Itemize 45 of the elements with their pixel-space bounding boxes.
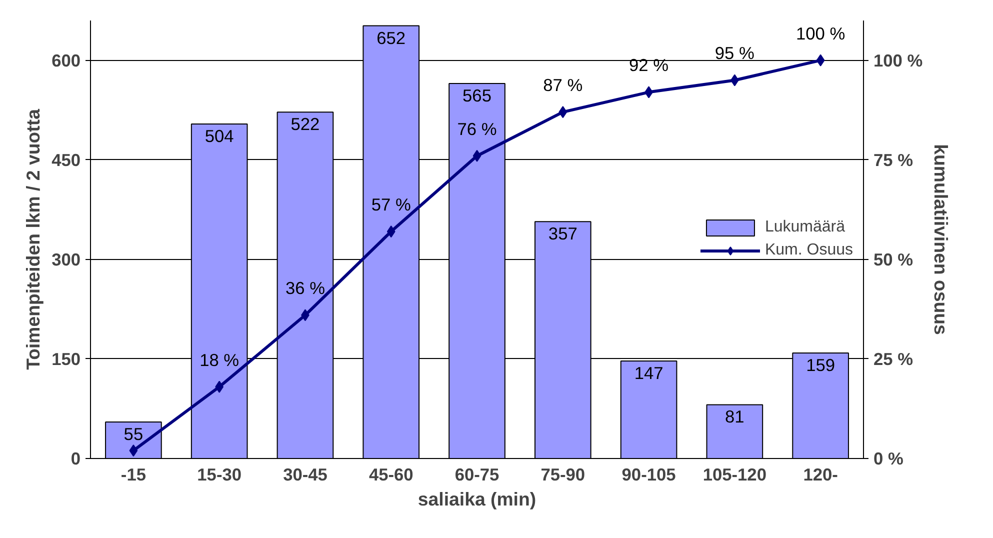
x-tick-label: 60-75 (454, 464, 500, 484)
x-tick-label: 45-60 (368, 464, 414, 484)
data-label: 57 % (371, 194, 411, 215)
data-label: 36 % (285, 278, 325, 298)
y2-tick-label: 75 % (874, 150, 913, 170)
point (386, 226, 396, 238)
y2-tick-label: 0 % (874, 448, 904, 468)
data-label: 522 (290, 114, 320, 134)
point (816, 54, 825, 66)
legend-label: Lukumäärä (764, 218, 846, 236)
y2-tick-label: 50 % (874, 249, 913, 270)
y-tick-label: 600 (52, 50, 81, 70)
x-tick-label: 90-105 (622, 464, 676, 484)
x-tick-label: 120- (803, 464, 838, 484)
data-label: 100 % (796, 23, 846, 44)
data-label: 565 (462, 86, 492, 106)
data-label: 81 (725, 406, 744, 427)
x-tick-label: 105-120 (702, 464, 766, 484)
point (472, 150, 482, 162)
data-label: 652 (376, 28, 406, 48)
data-label: 504 (204, 126, 234, 146)
y2-axis-title: kumulatiivinen osuus (930, 144, 952, 335)
y-tick-label: 150 (52, 348, 81, 369)
x-tick-label: 30-45 (283, 464, 328, 484)
data-label: 55 (124, 424, 144, 444)
x-tick-label: -15 (120, 464, 146, 484)
x-axis-title: saliaika (min) (418, 488, 536, 510)
data-label: 357 (548, 224, 578, 244)
point (129, 444, 138, 457)
y-axis-title: Toimenpiteiden lkm / 2 vuotta (22, 108, 44, 370)
x-tick-label: 75-90 (540, 464, 586, 484)
y2-tick-label: 100 % (874, 50, 923, 70)
data-label: 147 (634, 362, 664, 383)
data-label: 87 % (543, 75, 583, 96)
x-tick-label: 15-30 (197, 464, 242, 484)
y-tick-label: 300 (52, 249, 81, 270)
legend-label: Kum. Osuus (764, 242, 853, 260)
data-label: 18 % (200, 350, 240, 370)
y2-tick-label: 25 % (874, 348, 913, 369)
point (558, 106, 568, 118)
y-tick-label: 450 (52, 150, 81, 170)
data-label: 95 % (714, 43, 754, 64)
data-label: 159 (806, 354, 836, 375)
data-label: 76 % (457, 118, 497, 139)
y-tick-label: 0 (70, 448, 81, 468)
